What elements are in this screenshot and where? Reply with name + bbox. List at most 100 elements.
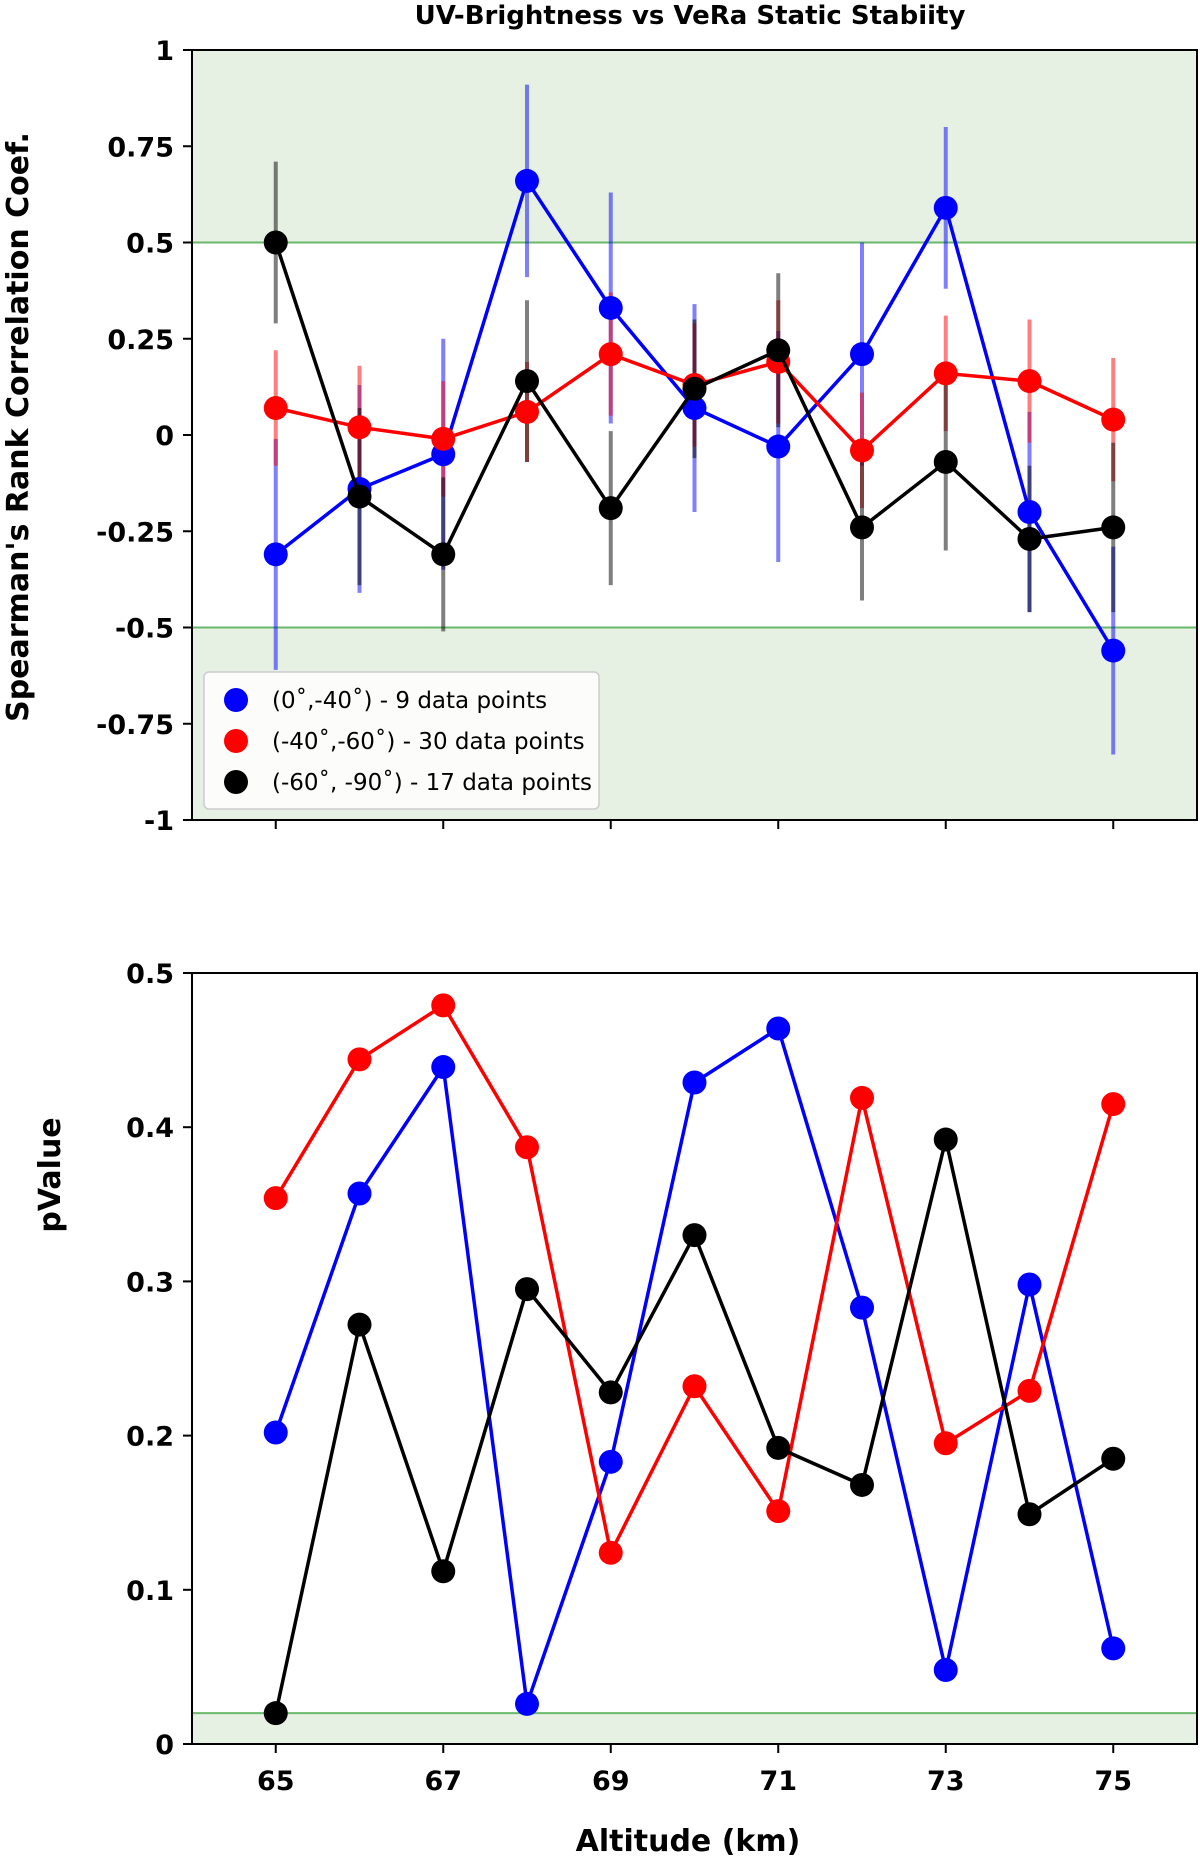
data-point <box>598 496 623 521</box>
data-point <box>1101 638 1126 663</box>
data-point <box>1101 1446 1126 1471</box>
x-tick-label: 73 <box>927 1766 965 1797</box>
legend-marker <box>224 770 248 794</box>
data-point <box>515 1691 539 1716</box>
data-point <box>1101 515 1126 540</box>
x-tick-label: 71 <box>759 1766 797 1797</box>
x-tick-label: 75 <box>1094 1766 1132 1797</box>
data-point <box>515 1135 539 1160</box>
data-point <box>933 449 958 474</box>
data-point <box>431 542 456 567</box>
data-point <box>682 1070 707 1095</box>
plot-frame <box>191 49 1198 821</box>
data-point <box>766 1499 791 1524</box>
legend-entry: (-60˚, -90˚) - 17 data points <box>272 769 592 796</box>
pvalue-plot: 0.5 0.4 0.3 0.2 0.1 0 65 67 69 71 73 75 <box>126 959 1198 1797</box>
chart-title: UV-Brightness vs VeRa Static Stabiity <box>415 1 966 31</box>
y-tick-label: 0.25 <box>107 325 174 356</box>
data-point <box>933 1431 958 1456</box>
data-point <box>850 1295 874 1320</box>
y-tick-label: 0 <box>155 1730 174 1761</box>
y-tick-label: -0.25 <box>96 517 174 548</box>
data-point <box>1017 1502 1042 1527</box>
data-point <box>263 230 288 255</box>
y-tick-label: 0.4 <box>126 1113 174 1144</box>
shaded-band <box>192 1713 1197 1744</box>
y-tick-label: 0 <box>155 421 174 452</box>
data-point <box>766 434 791 459</box>
data-point <box>598 1449 623 1474</box>
correlation-plot: 1 0.75 0.5 0.25 0 -0.25 -0.5 -0.75 -1 (0˚,-40˚) -… <box>96 36 1198 837</box>
data-point <box>263 1420 288 1445</box>
data-point <box>933 195 958 220</box>
data-point <box>850 438 874 463</box>
data-point <box>598 295 623 320</box>
data-point <box>1017 526 1042 551</box>
data-point <box>263 1186 288 1211</box>
data-point <box>1017 369 1042 394</box>
data-point <box>1101 1092 1126 1117</box>
data-point <box>431 1559 456 1584</box>
y-tick-label: 0.3 <box>126 1267 174 1298</box>
x-tick-label: 69 <box>592 1766 630 1797</box>
y-tick-label: 0.75 <box>107 132 174 163</box>
data-point <box>263 542 288 567</box>
y-tick-label: 0.5 <box>126 229 174 260</box>
legend-box <box>203 671 600 810</box>
data-point <box>766 338 791 363</box>
data-point <box>682 376 707 401</box>
plot-frame <box>191 972 1198 1745</box>
series-line <box>274 1025 1116 1705</box>
data-point <box>515 369 539 394</box>
x-axis-label: Altitude (km) <box>576 1824 801 1858</box>
data-point <box>431 426 456 451</box>
data-point <box>431 1055 456 1080</box>
legend-entry: (0˚,-40˚) - 9 data points <box>272 687 547 714</box>
data-point <box>1017 500 1042 524</box>
data-point <box>766 1435 791 1460</box>
data-point <box>347 1047 372 1072</box>
data-point <box>1101 407 1126 432</box>
data-point <box>682 1374 707 1399</box>
x-tick-label: 65 <box>257 1766 295 1797</box>
data-point <box>598 1380 623 1405</box>
data-point <box>263 1701 288 1726</box>
data-point <box>850 515 874 540</box>
legend-marker <box>224 729 248 753</box>
legend-entry: (-40˚,-60˚) - 30 data points <box>272 728 585 755</box>
data-point <box>431 993 456 1018</box>
data-point <box>1101 1636 1126 1661</box>
data-point <box>850 342 874 367</box>
data-point <box>515 168 539 193</box>
data-point <box>515 1277 539 1302</box>
data-point <box>933 1127 958 1152</box>
x-tick-label: 67 <box>424 1766 462 1797</box>
y-axis-label-correlation: Spearman's Rank Correlation Coef. <box>1 132 36 722</box>
y-tick-label: -0.75 <box>96 710 174 741</box>
y-axis-label-pvalue: pValue <box>33 1117 68 1232</box>
data-point <box>682 396 707 421</box>
data-point <box>682 1223 707 1248</box>
data-point <box>263 396 288 421</box>
y-tick-label: -1 <box>144 806 174 837</box>
data-point <box>933 361 958 386</box>
data-point <box>933 1657 958 1682</box>
data-point <box>515 399 539 424</box>
y-tick-label: 1 <box>155 36 174 67</box>
y-tick-label: 0.5 <box>126 959 174 990</box>
data-point <box>347 484 372 509</box>
data-point <box>766 1016 791 1041</box>
y-tick-label: -0.5 <box>115 614 174 645</box>
y-tick-label: 0.2 <box>126 1422 174 1453</box>
y-tick-label: 0.1 <box>126 1576 174 1607</box>
data-point <box>1017 1378 1042 1403</box>
data-point <box>598 342 623 367</box>
legend-marker <box>224 688 248 712</box>
data-point <box>347 1181 372 1206</box>
data-point <box>347 1312 372 1337</box>
data-point <box>1017 1272 1042 1297</box>
data-point <box>598 1540 623 1565</box>
data-point <box>850 1472 874 1497</box>
data-point <box>850 1085 874 1110</box>
